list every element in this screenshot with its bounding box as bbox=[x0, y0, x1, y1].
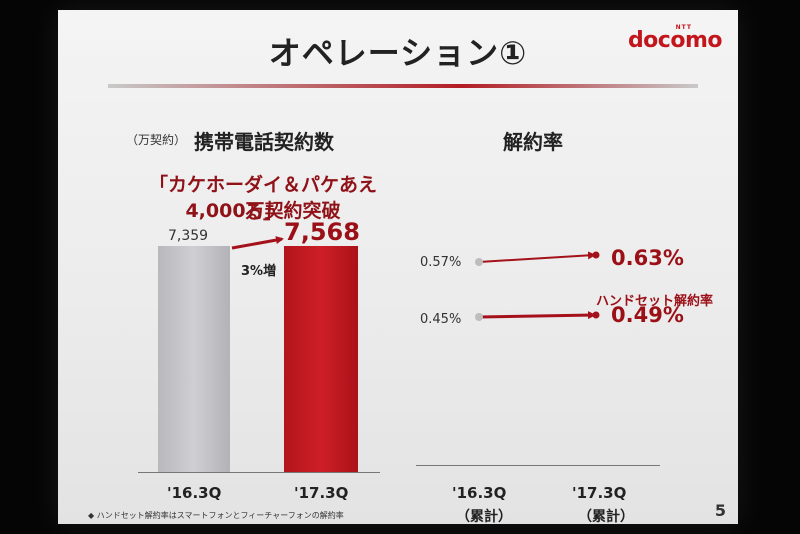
chart-arrows bbox=[231, 236, 600, 321]
brand-name-text: docomo bbox=[627, 28, 723, 53]
x-tick-sublabel: （累計） bbox=[456, 509, 512, 524]
subscriptions-heading: 携帯電話契約数 bbox=[194, 130, 334, 154]
bar-value-label-17-3q: 7,568 bbox=[284, 218, 360, 246]
growth-arrow bbox=[231, 236, 284, 250]
bar-16-3q bbox=[158, 246, 230, 472]
x-tick-sublabel: （累計） bbox=[578, 509, 634, 524]
presentation-slide: オペレーション① NTT docomo （万契約） 携帯電話契約数 解約率 「カ… bbox=[58, 10, 738, 524]
handset-churn-start-point bbox=[475, 313, 483, 321]
handset-churn-legend: ハンドセット解約率 bbox=[596, 294, 714, 309]
handset-churn-end-label: 0.49% bbox=[611, 303, 684, 327]
highlight-plan-name: 「カケホーダイ＆パケあえる」 bbox=[148, 174, 377, 223]
churn-end-label: 0.63% bbox=[611, 246, 684, 270]
churn-end-point bbox=[592, 251, 600, 259]
title-underline bbox=[108, 84, 698, 88]
footnote: ◆ ハンドセット解約率はスマートフォンとフィーチャーフォンの解約率 bbox=[88, 511, 344, 520]
handset-churn-start-label: 0.45% bbox=[420, 312, 462, 327]
handset-churn-line bbox=[478, 311, 596, 320]
churn-chart-baseline bbox=[416, 465, 660, 466]
brand-sup-text: NTT bbox=[675, 24, 692, 31]
bar-17-3q bbox=[284, 246, 358, 472]
growth-label: 3%増 bbox=[241, 264, 277, 279]
churn-start-label: 0.57% bbox=[420, 255, 462, 270]
x-tick-label: '16.3Q bbox=[167, 484, 222, 502]
bar-value-label-16-3q: 7,359 bbox=[168, 228, 209, 244]
x-tick-label: '17.3Q bbox=[572, 484, 627, 502]
highlight-milestone: 4,000万契約突破 bbox=[185, 200, 341, 222]
churn-heading: 解約率 bbox=[503, 130, 563, 154]
slide-title: オペレーション① bbox=[268, 34, 528, 72]
churn-start-point bbox=[475, 258, 483, 266]
x-tick-label: '16.3Q bbox=[452, 484, 507, 502]
x-tick-label: '17.3Q bbox=[294, 484, 349, 502]
unit-label: （万契約） bbox=[126, 133, 187, 147]
bar-chart-baseline bbox=[138, 472, 380, 473]
handset-churn-end-point bbox=[592, 311, 600, 319]
churn-line bbox=[478, 251, 596, 263]
docomo-logo: NTT docomo bbox=[627, 24, 723, 53]
page-number: 5 bbox=[714, 501, 726, 520]
